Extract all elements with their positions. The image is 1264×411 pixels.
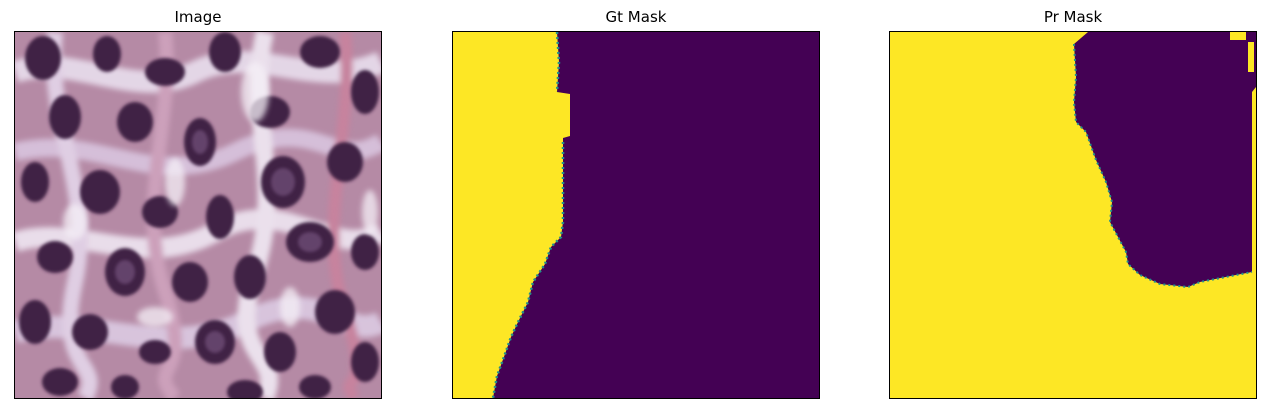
pr-mask-image	[890, 32, 1256, 398]
gt-mask-panel-frame	[452, 31, 820, 399]
image-panel-frame	[14, 31, 382, 399]
gt-mask-image	[453, 32, 819, 398]
pr-mask-panel-frame	[889, 31, 1257, 399]
histology-image	[15, 32, 381, 398]
pr-mask-panel-title: Pr Mask	[1043, 8, 1103, 26]
gt-mask-panel-title: Gt Mask	[605, 8, 667, 26]
image-panel-title: Image	[174, 8, 222, 26]
gt-mask-panel: Gt Mask	[452, 0, 820, 400]
pr-mask-panel: Pr Mask	[889, 0, 1257, 400]
gt-mask-foreground-region	[453, 32, 570, 398]
image-panel: Image	[14, 0, 382, 400]
pr-mask-background-region	[1074, 32, 1256, 287]
